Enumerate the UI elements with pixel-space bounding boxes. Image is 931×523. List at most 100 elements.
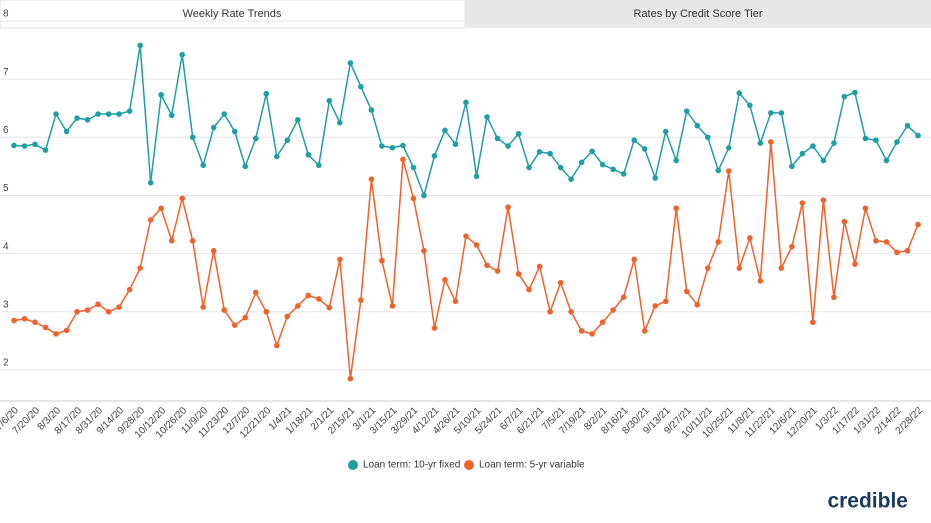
data-point (683, 108, 690, 114)
data-point (358, 297, 364, 303)
data-point (768, 139, 774, 145)
data-point (894, 249, 900, 256)
data-point (400, 142, 406, 149)
data-point (158, 205, 164, 212)
data-point (231, 128, 238, 135)
data-point (725, 144, 732, 151)
data-point (578, 328, 585, 334)
data-point (568, 308, 574, 315)
data-point (368, 107, 375, 113)
data-point (431, 325, 438, 331)
data-point (200, 162, 207, 169)
data-point (631, 137, 637, 144)
data-point (757, 278, 764, 284)
data-point (557, 164, 564, 171)
data-point (95, 301, 101, 308)
data-point (316, 162, 322, 169)
data-point (547, 308, 553, 315)
data-point (694, 301, 701, 308)
data-point (389, 144, 396, 151)
data-point (852, 261, 858, 267)
data-point (526, 286, 532, 293)
data-point (379, 257, 385, 264)
data-point (725, 168, 732, 174)
data-point (74, 308, 80, 315)
data-point (778, 110, 785, 116)
series-line (13, 45, 919, 198)
data-point (494, 135, 501, 142)
data-point (116, 111, 122, 117)
data-point (21, 143, 28, 149)
data-point (536, 263, 543, 270)
data-point (252, 135, 259, 142)
data-point (683, 288, 690, 295)
data-point (358, 83, 364, 90)
legend-label: Loan term: 5-yr variable (479, 460, 585, 471)
data-point (631, 256, 637, 263)
data-point (673, 157, 680, 164)
data-point (410, 195, 417, 202)
data-point (904, 122, 911, 129)
data-point (715, 239, 722, 245)
legend-label: Loan term: 10-yr fixed (363, 460, 460, 471)
data-point (63, 327, 70, 334)
data-point (715, 167, 722, 174)
data-point (337, 119, 343, 126)
tab-label[interactable]: Weekly Rate Trends (183, 8, 282, 20)
tab-label[interactable]: Rates by Credit Score Tier (634, 8, 763, 20)
data-point (263, 90, 270, 97)
data-point (11, 142, 17, 149)
y-tick-label: 7 (3, 67, 9, 78)
data-point (862, 205, 869, 212)
data-point (915, 221, 921, 228)
data-point (904, 247, 911, 254)
data-point (368, 176, 375, 182)
data-point (42, 324, 49, 331)
data-point (704, 134, 711, 141)
data-point (799, 200, 806, 206)
data-point (295, 303, 301, 309)
data-point (610, 307, 616, 313)
legend-marker (348, 460, 358, 470)
data-point (736, 265, 743, 271)
y-tick-label: 3 (3, 299, 9, 310)
legend-marker (464, 460, 474, 470)
data-point (473, 242, 480, 248)
data-point (179, 195, 185, 202)
data-point (505, 204, 511, 210)
data-point (599, 161, 606, 168)
y-tick-label: 8 (3, 9, 9, 20)
data-point (421, 247, 427, 254)
data-point (768, 110, 774, 116)
data-point (84, 117, 91, 123)
data-point (757, 140, 764, 146)
data-point (263, 308, 270, 315)
data-point (463, 233, 469, 239)
data-point (820, 197, 827, 203)
data-point (273, 153, 280, 160)
data-point (231, 322, 238, 328)
data-point (410, 164, 417, 171)
data-point (431, 153, 438, 159)
data-point (32, 141, 38, 148)
data-point (242, 163, 249, 170)
data-point (242, 314, 249, 321)
data-point (894, 139, 900, 145)
tab-inactive[interactable] (465, 0, 931, 28)
y-tick-label: 4 (3, 241, 9, 252)
data-point (789, 163, 795, 170)
data-point (589, 331, 595, 337)
data-point (284, 313, 291, 320)
brand-logo: credible (827, 490, 908, 513)
data-point (589, 148, 595, 155)
data-point (273, 342, 280, 349)
data-point (200, 304, 207, 310)
data-point (347, 60, 354, 66)
y-tick-label: 2 (3, 358, 9, 369)
data-point (484, 262, 490, 269)
data-point (284, 137, 291, 144)
data-point (168, 112, 175, 119)
data-point (820, 157, 827, 164)
data-point (168, 238, 175, 244)
data-point (841, 93, 848, 100)
